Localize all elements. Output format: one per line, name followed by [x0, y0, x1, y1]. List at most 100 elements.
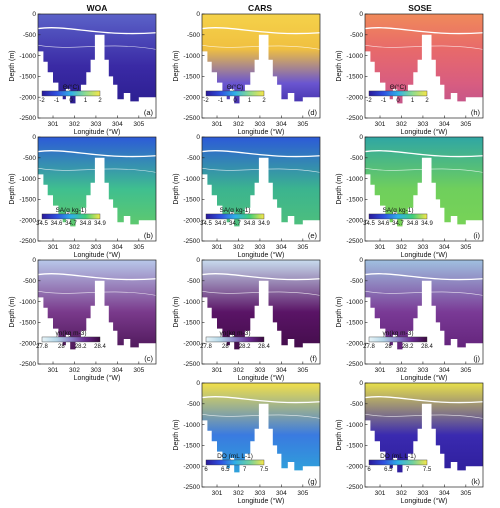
x-tick-label: 304 [276, 490, 287, 497]
colorbar [41, 336, 101, 343]
colorbar-label: Θ(°C) [390, 83, 407, 91]
colorbar-label: DO (mL L-1) [217, 453, 253, 460]
contour-line [201, 27, 321, 35]
x-tick-label: 304 [276, 367, 287, 374]
colorbar-tick-label: 2 [262, 98, 266, 104]
panel-k: 0 -500 -1000 -1500 -2000 -2500 Depth (m) 6 6.5 7 7… [336, 380, 484, 505]
colorbar-tick-label: 28.4 [421, 344, 433, 350]
colorbar-tick-label: 28.4 [258, 344, 270, 350]
x-tick-label: 301 [375, 121, 386, 128]
colorbar-tick-label: 6.5 [384, 467, 393, 473]
y-tick-label: 0 [359, 380, 363, 387]
y-tick-label: 0 [359, 257, 363, 264]
y-tick-label: -1500 [346, 443, 363, 450]
contour-line [201, 44, 321, 50]
y-tick-label: -2500 [183, 238, 200, 245]
x-axis-label: Longitude (°W) [238, 251, 285, 259]
x-tick-label: 301 [212, 367, 223, 374]
x-tick-label: 303 [417, 490, 428, 497]
axes-frame [201, 259, 321, 365]
colorbar-tick-label: 34.5 [363, 221, 375, 227]
axes-frame [201, 136, 321, 242]
axes-frame [364, 136, 484, 242]
colorbar [205, 90, 265, 97]
colorbar-tick-label: 34.9 [94, 221, 106, 227]
contour-line [201, 150, 321, 158]
y-tick-label: -2000 [346, 94, 363, 101]
y-tick-label: -2500 [346, 115, 363, 122]
colorbar-tick-label: 7.5 [260, 467, 269, 473]
y-tick-label: -1000 [183, 53, 200, 60]
x-tick-label: 302 [396, 244, 407, 251]
x-tick-label: 304 [112, 367, 123, 374]
x-axis-label: Longitude (°W) [401, 251, 448, 259]
colorbar-tick-label: 1 [248, 98, 252, 104]
colorbar [41, 90, 101, 97]
x-tick-label: 304 [276, 244, 287, 251]
contour-line [37, 290, 157, 296]
contour-line [37, 167, 157, 173]
y-tick-label: -500 [187, 155, 200, 162]
x-tick-label: 302 [396, 121, 407, 128]
y-tick-label: -2000 [19, 217, 36, 224]
colorbar-label: γn(kg m-3) [219, 330, 250, 337]
colorbar-tick-label: 1 [411, 98, 415, 104]
axes-frame [364, 259, 484, 365]
colorbar-tick-label: 1 [84, 98, 88, 104]
x-tick-label: 305 [460, 490, 471, 497]
colorbar-tick-label: 34.5 [200, 221, 212, 227]
y-tick-label: -1500 [183, 443, 200, 450]
colorbar-label: SA(g kg-1) [382, 207, 413, 214]
colorbar-tick-label: 34.8 [407, 221, 419, 227]
y-tick-label: -2500 [19, 361, 36, 368]
colorbar-tick-label: 34.7 [229, 221, 241, 227]
y-tick-label: -2000 [183, 340, 200, 347]
bathymetry-mask [202, 280, 320, 364]
contour-line [201, 413, 321, 419]
colorbar-tick-label: 34.9 [258, 221, 270, 227]
colorbar-tick-label: 27.8 [363, 344, 375, 350]
colorbar-tick-label: 27.8 [36, 344, 48, 350]
colorbar-tick-label: 34.6 [215, 221, 227, 227]
x-tick-label: 302 [233, 490, 244, 497]
x-tick-label: 305 [460, 121, 471, 128]
panel-grid: 0 -500 -1000 -1500 -2000 -2500 Depth (m) -2 -1 0 1… [9, 11, 484, 505]
panel-label: (d) [308, 108, 318, 117]
axes-frame [37, 13, 157, 119]
colorbar-tick-label: -2 [203, 98, 209, 104]
colorbar-label: γn(kg m-3) [55, 330, 86, 337]
contour-line [364, 167, 484, 173]
panel-label: (c) [144, 354, 153, 363]
colorbar-tick-label: 7 [243, 467, 247, 473]
y-tick-label: -2500 [19, 115, 36, 122]
y-axis-label: Depth (m) [336, 296, 343, 327]
x-tick-label: 305 [297, 490, 308, 497]
x-tick-label: 305 [460, 244, 471, 251]
axes-frame [364, 382, 484, 488]
y-tick-label: -1500 [183, 197, 200, 204]
panel-label: (h) [471, 108, 481, 117]
y-tick-label: -2000 [183, 217, 200, 224]
colorbar-tick-label: 28.4 [94, 344, 106, 350]
x-tick-label: 305 [297, 367, 308, 374]
panel-label: (b) [144, 231, 154, 240]
colorbar-tick-label: 34.8 [244, 221, 256, 227]
bathymetry-mask [38, 157, 156, 241]
bathymetry-mask [365, 34, 483, 118]
panel-a: 0 -500 -1000 -1500 -2000 -2500 Depth (m) -2 -1 0 1… [9, 11, 157, 136]
y-tick-label: 0 [196, 11, 200, 18]
x-axis-label: Longitude (°W) [74, 374, 121, 382]
y-axis-label: Depth (m) [336, 419, 343, 450]
colorbar-tick-label: -1 [381, 98, 387, 104]
y-axis-label: Depth (m) [173, 296, 180, 327]
colorbar-tick-label: 0 [69, 98, 73, 104]
y-axis-label: Depth (m) [173, 50, 180, 81]
colorbar [205, 213, 265, 220]
y-tick-label: -500 [350, 278, 363, 285]
colorbar-tick-label: 0 [396, 98, 400, 104]
bathymetry-mask [365, 157, 483, 241]
colorbar-label: SA(g kg-1) [55, 207, 86, 214]
x-tick-label: 303 [417, 244, 428, 251]
